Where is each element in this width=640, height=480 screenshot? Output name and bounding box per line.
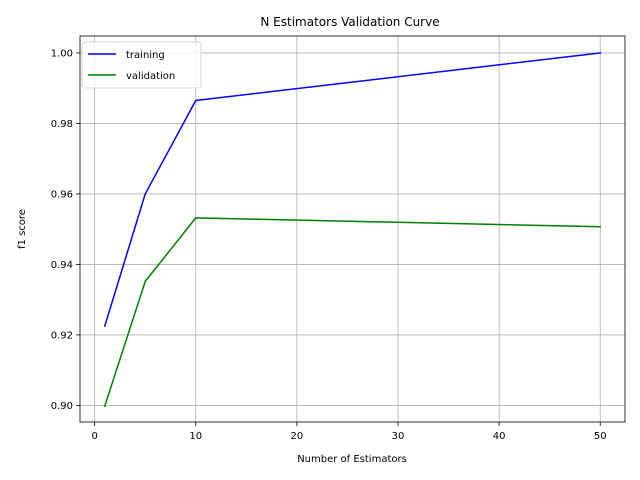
y-tick-label: 1.00 — [51, 48, 73, 59]
x-tick-label: 30 — [392, 431, 405, 442]
series-group — [103, 52, 602, 408]
axis-ticks: 0 10 20 30 40 50 0.90 0.92 0.94 0.96 0.98 1.00 — [51, 48, 607, 442]
y-tick-label: 0.94 — [51, 260, 73, 271]
y-tick-label: 0.92 — [51, 330, 73, 341]
chart-title: N Estimators Validation Curve — [260, 15, 439, 29]
series-line-validation — [103, 217, 601, 408]
x-tick-label: 0 — [91, 431, 97, 442]
y-tick-label: 0.96 — [51, 189, 73, 200]
y-tick-label: 0.90 — [51, 401, 73, 412]
plot-frame — [79, 35, 626, 423]
legend: training validation — [81, 41, 202, 89]
series-line-training — [103, 52, 602, 328]
x-tick-label: 20 — [291, 431, 304, 442]
x-axis-label: Number of Estimators — [297, 454, 407, 465]
y-axis-label: f1 score — [17, 209, 28, 249]
legend-label-training: training — [126, 50, 165, 61]
x-tick-label: 50 — [594, 431, 607, 442]
grid — [80, 36, 625, 422]
y-tick-label: 0.98 — [51, 119, 73, 130]
x-tick-label: 40 — [493, 431, 506, 442]
x-tick-label: 10 — [189, 431, 202, 442]
legend-label-validation: validation — [126, 71, 175, 82]
